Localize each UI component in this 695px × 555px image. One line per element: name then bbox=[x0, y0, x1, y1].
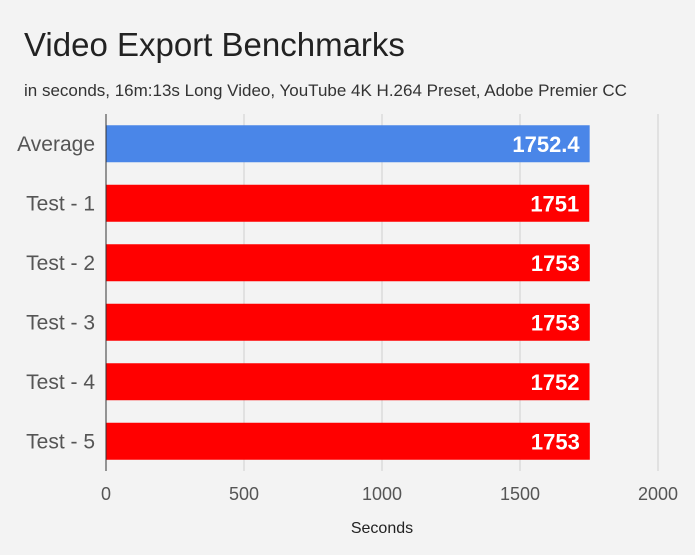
bar bbox=[106, 303, 590, 341]
x-axis-title: Seconds bbox=[351, 520, 413, 537]
bar bbox=[106, 363, 590, 401]
bar bbox=[106, 184, 590, 222]
data-label: 1751 bbox=[530, 191, 579, 216]
category-label: Test - 5 bbox=[26, 430, 95, 453]
bar bbox=[106, 244, 590, 282]
x-tick-label: 1000 bbox=[362, 484, 402, 504]
category-label: Test - 3 bbox=[26, 311, 95, 334]
data-label: 1753 bbox=[531, 429, 580, 454]
data-label: 1752 bbox=[531, 370, 580, 395]
category-label: Test - 4 bbox=[26, 371, 95, 394]
x-tick-label: 0 bbox=[101, 484, 111, 504]
chart-subtitle: in seconds, 16m:13s Long Video, YouTube … bbox=[24, 81, 627, 100]
category-label: Average bbox=[17, 133, 95, 156]
data-label: 1753 bbox=[531, 310, 580, 335]
category-label: Test - 1 bbox=[26, 192, 95, 215]
data-label: 1752.4 bbox=[512, 132, 580, 157]
gridlines bbox=[243, 114, 659, 471]
x-tick-label: 2000 bbox=[638, 484, 678, 504]
category-label: Test - 2 bbox=[26, 252, 95, 275]
bars: 1752.4 1751 1753 1753 1752 1753 bbox=[106, 125, 590, 460]
chart-title: Video Export Benchmarks bbox=[24, 26, 405, 63]
category-labels: Average Test - 1 Test - 2 Test - 3 Test - 4 T… bbox=[17, 133, 95, 454]
bar bbox=[106, 422, 590, 460]
x-tick-label: 1500 bbox=[500, 484, 540, 504]
x-tick-labels: 0 500 1000 1500 2000 bbox=[101, 484, 678, 504]
data-label: 1753 bbox=[531, 251, 580, 276]
bar bbox=[106, 125, 590, 163]
x-tick-label: 500 bbox=[229, 484, 259, 504]
